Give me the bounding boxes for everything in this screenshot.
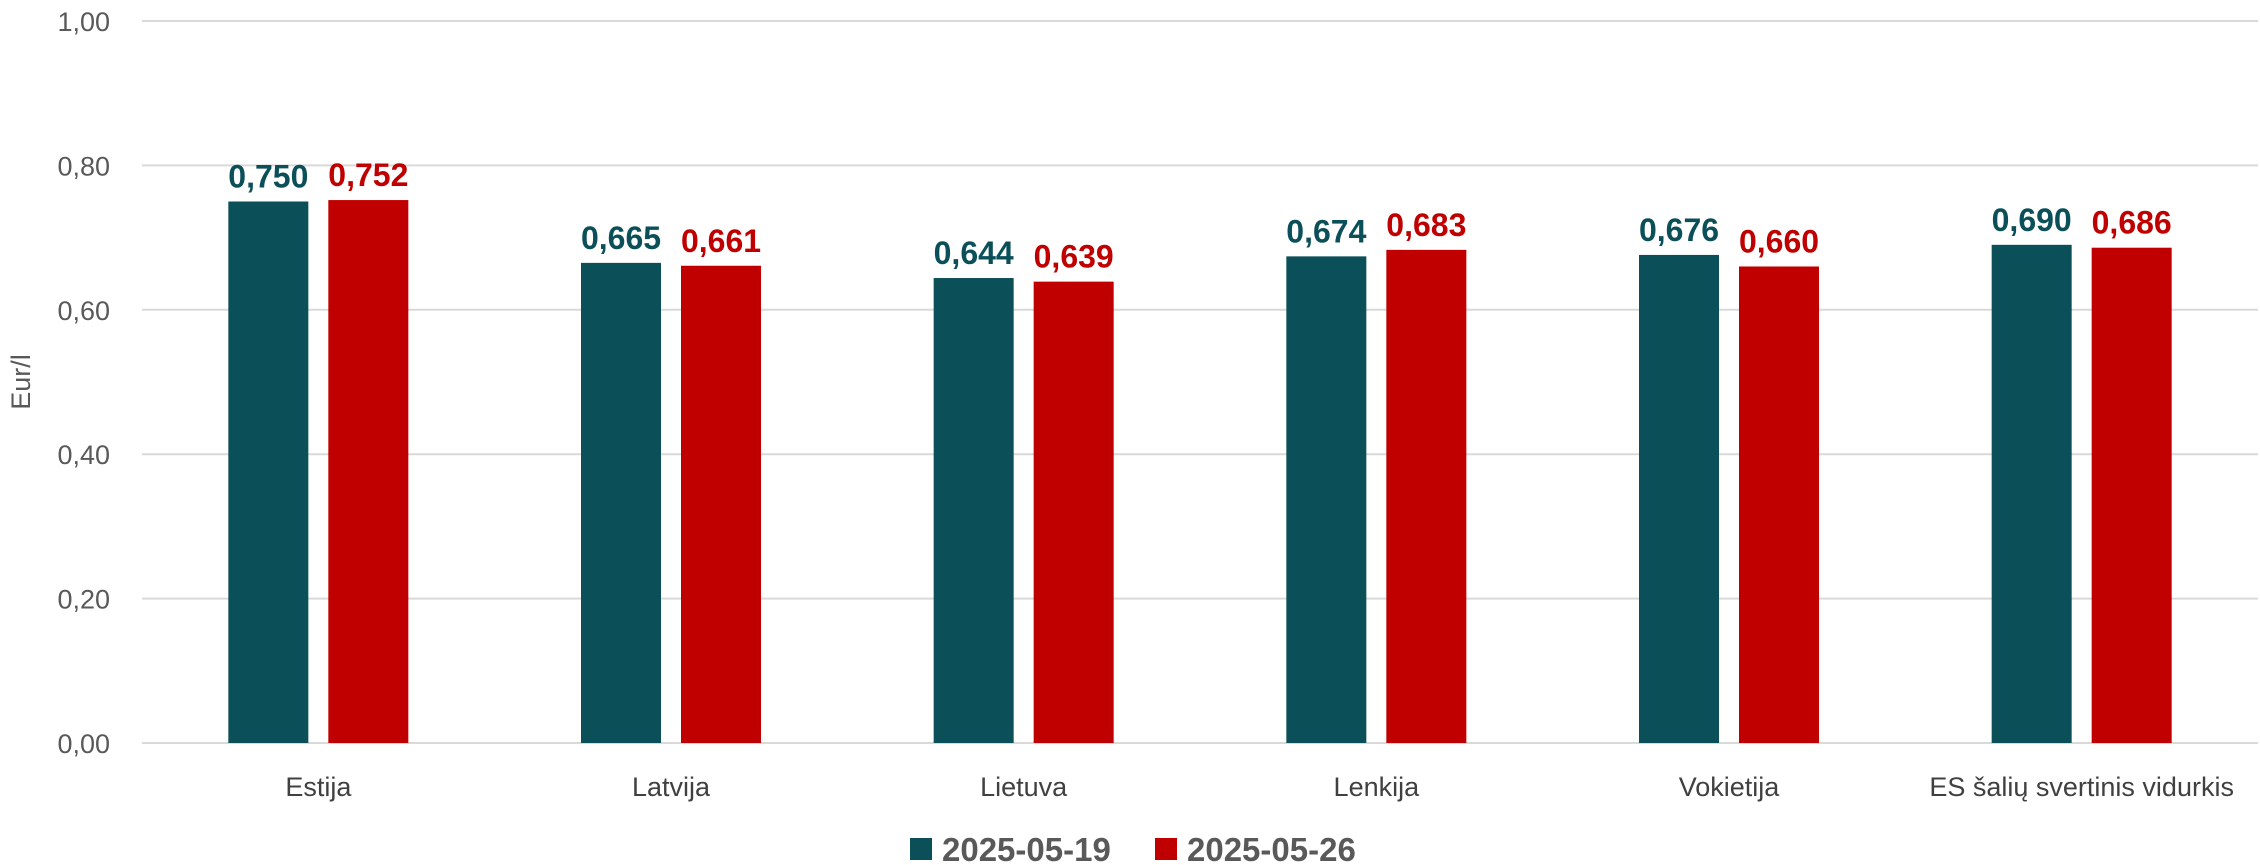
bar (1991, 244, 2072, 743)
y-tick-label: 0,00 (57, 729, 110, 759)
bar (228, 201, 309, 743)
y-tick-label: 0,60 (57, 296, 110, 326)
x-category-label: ES šalių svertinis vidurkis (1929, 772, 2234, 802)
y-tick-label: 1,00 (57, 7, 110, 37)
y-axis-title: Eur/l (6, 354, 36, 410)
bar (2091, 247, 2172, 743)
data-label: 0,750 (228, 159, 308, 195)
data-label: 0,683 (1386, 207, 1466, 243)
x-category-label: Lietuva (980, 772, 1068, 802)
gridlines (142, 20, 2258, 744)
data-label: 0,674 (1286, 213, 1366, 249)
bar (1386, 249, 1467, 743)
data-label: 0,676 (1639, 212, 1719, 248)
legend-label[interactable]: 2025-05-19 (942, 831, 1111, 865)
bar (1286, 256, 1367, 743)
bar (1739, 266, 1819, 743)
x-axis-categories: Estija Latvija Lietuva Lenkija Vokietija ES š… (285, 772, 2234, 802)
bar (581, 262, 661, 743)
bar (681, 265, 761, 743)
bar (1033, 281, 1114, 743)
legend-swatch (1155, 838, 1177, 860)
x-category-label: Vokietija (1679, 772, 1781, 802)
data-labels: 0,750 0,752 0,665 0,661 0,644 0,639 0,674 0,683… (228, 157, 2171, 275)
bar (1639, 254, 1719, 744)
data-label: 0,686 (2092, 205, 2172, 241)
x-category-label: Estija (285, 772, 352, 802)
data-label: 0,639 (1034, 239, 1114, 275)
bar (933, 278, 1014, 743)
x-category-label: Lenkija (1334, 772, 1421, 802)
data-label: 0,660 (1739, 223, 1819, 259)
data-label: 0,661 (681, 223, 761, 259)
data-label: 0,752 (328, 157, 408, 193)
legend-label[interactable]: 2025-05-26 (1187, 831, 1356, 865)
y-axis-ticks: 0,00 0,20 0,40 0,60 0,80 1,00 (57, 7, 110, 759)
bar (328, 200, 409, 743)
bars (228, 200, 2172, 744)
data-label: 0,665 (581, 220, 661, 256)
y-tick-label: 0,80 (57, 151, 110, 181)
y-tick-label: 0,40 (57, 440, 110, 470)
y-tick-label: 0,20 (57, 585, 110, 615)
x-category-label: Latvija (632, 772, 711, 802)
data-label: 0,644 (934, 235, 1014, 271)
legend-swatch (910, 838, 932, 860)
legend[interactable]: 2025-05-19 2025-05-26 (910, 831, 1356, 865)
data-label: 0,690 (1992, 202, 2072, 238)
